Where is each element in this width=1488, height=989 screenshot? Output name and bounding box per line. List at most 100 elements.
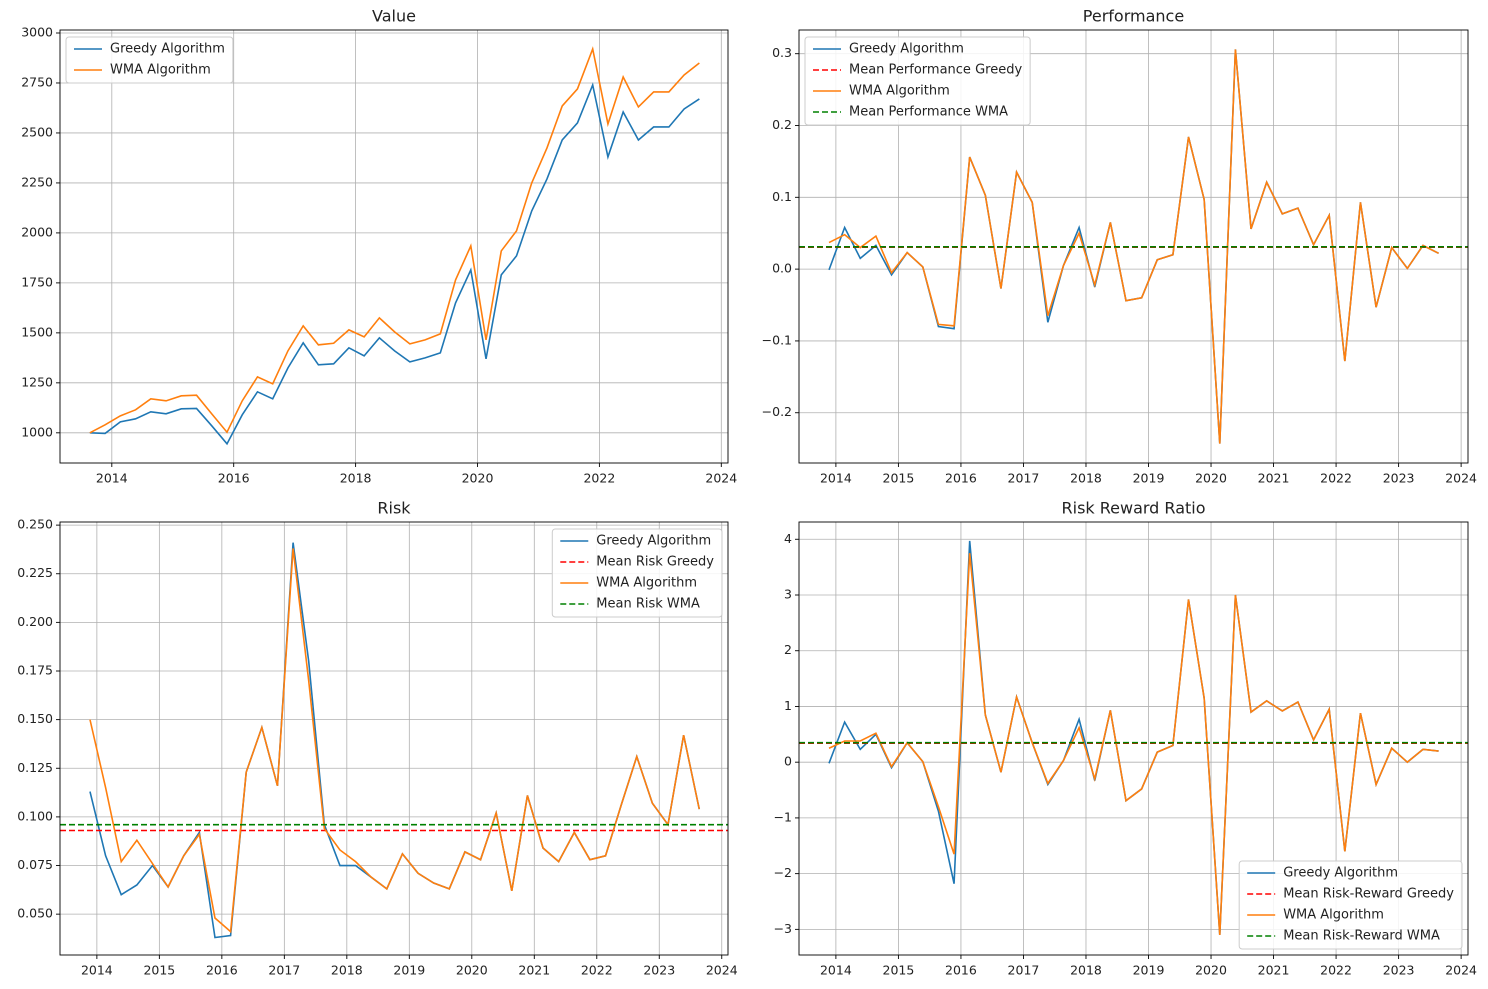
x-tick-label: 2017 (1008, 471, 1040, 486)
y-tick-label: 0.0 (772, 261, 792, 276)
chart-title: Value (372, 7, 416, 26)
legend: Greedy Algorithm WMA Algorithm (65, 36, 234, 84)
legend-label: WMA Algorithm (849, 84, 950, 99)
y-tick-label: 0.150 (17, 711, 53, 726)
x-tick-label: 2016 (945, 963, 977, 978)
chart-title: Performance (1083, 7, 1184, 26)
legend-label: Greedy Algorithm (596, 534, 711, 549)
x-tick-label: 2023 (643, 963, 675, 978)
y-tick-label: 0.175 (17, 663, 53, 678)
x-tick-label: 2019 (1133, 963, 1165, 978)
plot-frame (59, 521, 729, 956)
x-tick-label: 2014 (820, 471, 852, 486)
legend: Greedy Algorithm Mean Risk Greedy WMA Algo… (551, 528, 723, 618)
legend-label: WMA Algorithm (596, 576, 697, 591)
y-tick-label: 0.250 (17, 517, 53, 532)
x-tick-label: 2018 (1070, 471, 1102, 486)
x-tick-label: 2022 (1320, 963, 1352, 978)
x-tick-label: 2023 (1383, 471, 1415, 486)
x-tick-label: 2024 (1445, 471, 1477, 486)
y-tick-label: 0.225 (17, 565, 53, 580)
y-tick-label: 0.100 (17, 808, 53, 823)
x-tick-label: 2014 (81, 963, 113, 978)
legend-box (804, 36, 1031, 126)
y-tick-label: 1500 (21, 324, 53, 339)
y-tick-label: 3 (784, 587, 792, 602)
chart-title: Risk Reward Ratio (1062, 499, 1206, 518)
series-line (89, 548, 701, 934)
x-tick-label: 2020 (1195, 471, 1227, 486)
x-tick-label: 2020 (462, 471, 494, 486)
plot-frame (59, 29, 729, 464)
legend-label: Greedy Algorithm (110, 42, 225, 57)
x-tick-label: 2019 (1133, 471, 1165, 486)
x-tick-label: 2016 (206, 963, 238, 978)
x-tick-label: 2015 (143, 963, 175, 978)
legend-box (1238, 860, 1463, 950)
x-tick-label: 2016 (945, 471, 977, 486)
plot-frame (798, 29, 1469, 464)
y-tick-label: 1000 (21, 424, 53, 439)
y-tick-label: 0.200 (17, 614, 53, 629)
y-tick-label: −0.1 (762, 332, 792, 347)
x-tick-label: 2018 (340, 471, 372, 486)
legend-label: Mean Performance WMA (849, 105, 1008, 120)
y-tick-label: −0.2 (762, 404, 792, 419)
legend-label: Mean Risk WMA (596, 597, 700, 612)
legend: Greedy Algorithm Mean Risk-Reward Greedy W… (1238, 860, 1463, 950)
y-tick-label: 2750 (21, 74, 53, 89)
legend-box (551, 528, 723, 618)
legend-label: Greedy Algorithm (1283, 866, 1398, 881)
y-tick-label: 0.1 (772, 189, 792, 204)
legend-label: WMA Algorithm (1283, 908, 1384, 923)
x-tick-label: 2020 (1195, 963, 1227, 978)
y-tick-label: 2000 (21, 224, 53, 239)
series-line (89, 46, 700, 434)
legend-label: Mean Performance Greedy (849, 63, 1022, 78)
y-tick-label: 2 (784, 642, 792, 657)
legend: Greedy Algorithm Mean Performance Greedy W… (804, 36, 1031, 126)
x-tick-label: 2015 (883, 963, 915, 978)
chart-title: Risk (377, 499, 411, 518)
x-tick-label: 2018 (1070, 963, 1102, 978)
legend-label: Greedy Algorithm (849, 42, 964, 57)
legend-label: Mean Risk-Reward WMA (1283, 929, 1440, 944)
x-tick-label: 2022 (1320, 471, 1352, 486)
y-tick-label: −3 (774, 921, 792, 936)
x-tick-label: 2021 (1258, 471, 1290, 486)
series-line (828, 49, 1439, 444)
y-tick-label: 3000 (21, 24, 53, 39)
y-tick-label: −1 (774, 809, 792, 824)
x-tick-label: 2016 (218, 471, 250, 486)
x-tick-label: 2022 (581, 963, 613, 978)
y-tick-label: 1 (784, 698, 792, 713)
x-tick-label: 2023 (1383, 963, 1415, 978)
x-tick-label: 2021 (518, 963, 550, 978)
series-line (828, 553, 1439, 935)
legend-box (65, 36, 234, 84)
x-tick-label: 2024 (706, 963, 738, 978)
y-tick-label: 0.3 (772, 45, 792, 60)
legend-label: Mean Risk Greedy (596, 555, 714, 570)
x-tick-label: 2015 (883, 471, 915, 486)
y-tick-label: 4 (784, 531, 792, 546)
x-tick-label: 2019 (393, 963, 425, 978)
x-tick-label: 2022 (583, 471, 615, 486)
x-tick-label: 2014 (820, 963, 852, 978)
legend-label: Mean Risk-Reward Greedy (1283, 887, 1454, 902)
y-tick-label: 1750 (21, 274, 53, 289)
x-tick-label: 2017 (268, 963, 300, 978)
plot-frame (798, 521, 1469, 956)
x-tick-label: 2014 (96, 471, 128, 486)
y-tick-label: 0.125 (17, 760, 53, 775)
y-tick-label: −2 (774, 865, 792, 880)
x-tick-label: 2017 (1008, 963, 1040, 978)
y-tick-label: 0.2 (772, 117, 792, 132)
y-tick-label: 2250 (21, 174, 53, 189)
x-tick-label: 2024 (1445, 963, 1477, 978)
legend-label: WMA Algorithm (110, 63, 211, 78)
y-tick-label: 0 (784, 754, 792, 769)
series-line (89, 82, 700, 446)
y-tick-label: 2500 (21, 124, 53, 139)
